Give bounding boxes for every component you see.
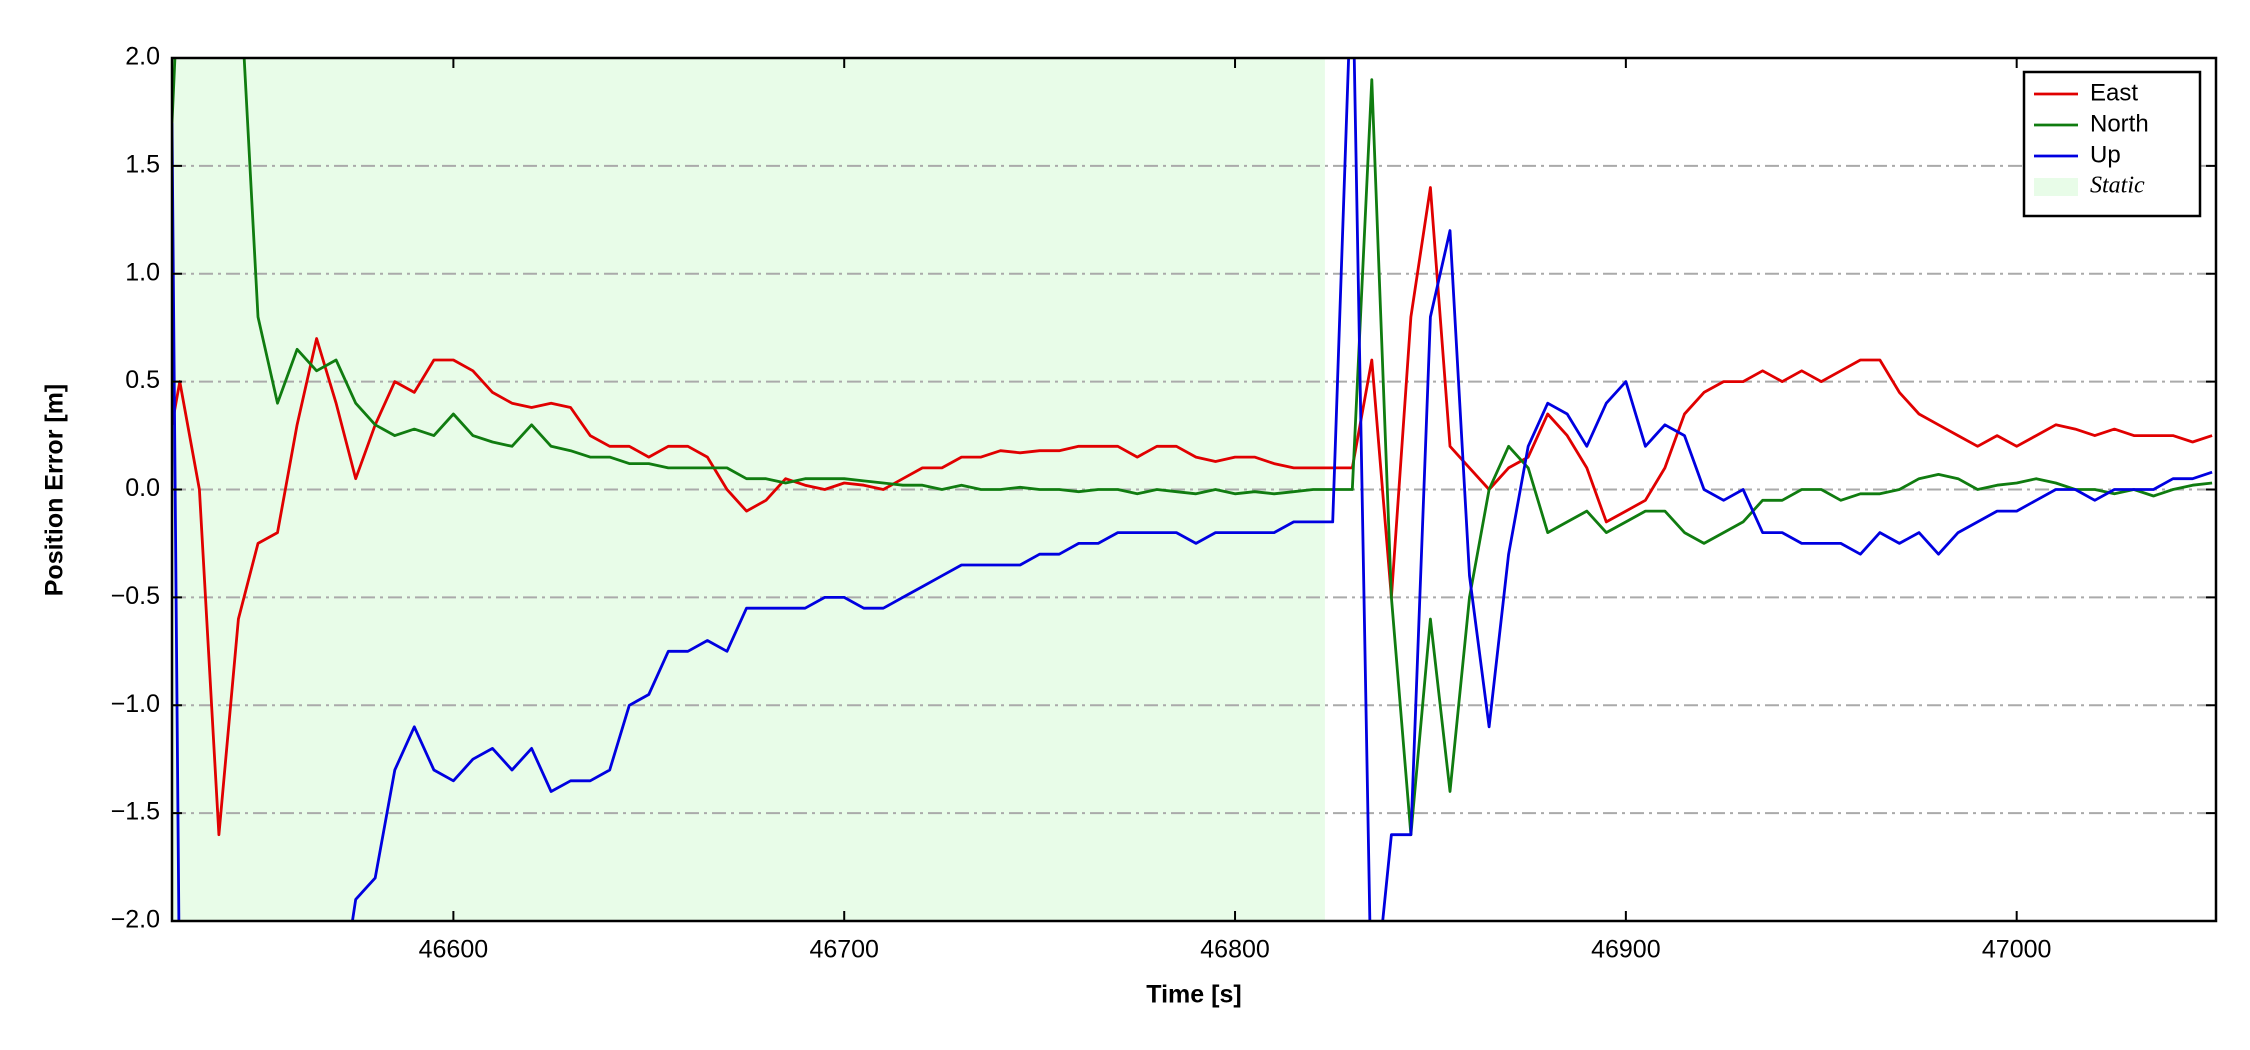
x-tick-label: 47000 — [1982, 936, 2052, 964]
y-tick-label: 1.0 — [125, 258, 160, 286]
y-tick-label: −0.5 — [111, 582, 160, 610]
y-tick-label: −1.0 — [111, 690, 160, 718]
x-tick-label: 46700 — [809, 936, 879, 964]
legend: East North Up Static — [2022, 70, 2202, 218]
y-tick-label: −2.0 — [111, 906, 160, 934]
x-tick-label: 46900 — [1591, 936, 1661, 964]
x-axis-label: Time [s] — [1146, 981, 1241, 1009]
y-tick-label: 0.0 — [125, 474, 160, 502]
series-line — [172, 58, 2213, 921]
y-axis-label: Position Error [m] — [41, 384, 69, 597]
legend-label: East — [2090, 79, 2138, 106]
ticks: −2.0 −1.5 −1.0 −0.5 0.0 0.5 1.0 1.5 2.0 46600 4670… — [111, 43, 2216, 964]
lines — [172, 58, 2213, 921]
y-tick-label: 2.0 — [125, 43, 160, 71]
x-tick-label: 46600 — [419, 936, 489, 964]
legend-label: North — [2090, 110, 2149, 137]
legend-label: Static — [2090, 173, 2145, 199]
legend-label: Up — [2090, 141, 2121, 168]
series-line — [172, 58, 2213, 837]
x-tick-label: 46800 — [1200, 936, 1270, 964]
y-tick-label: 1.5 — [125, 150, 160, 178]
series-line — [172, 186, 2213, 837]
legend-swatch — [2034, 178, 2078, 196]
y-tick-label: −1.5 — [111, 798, 160, 826]
y-tick-label: 0.5 — [125, 366, 160, 394]
